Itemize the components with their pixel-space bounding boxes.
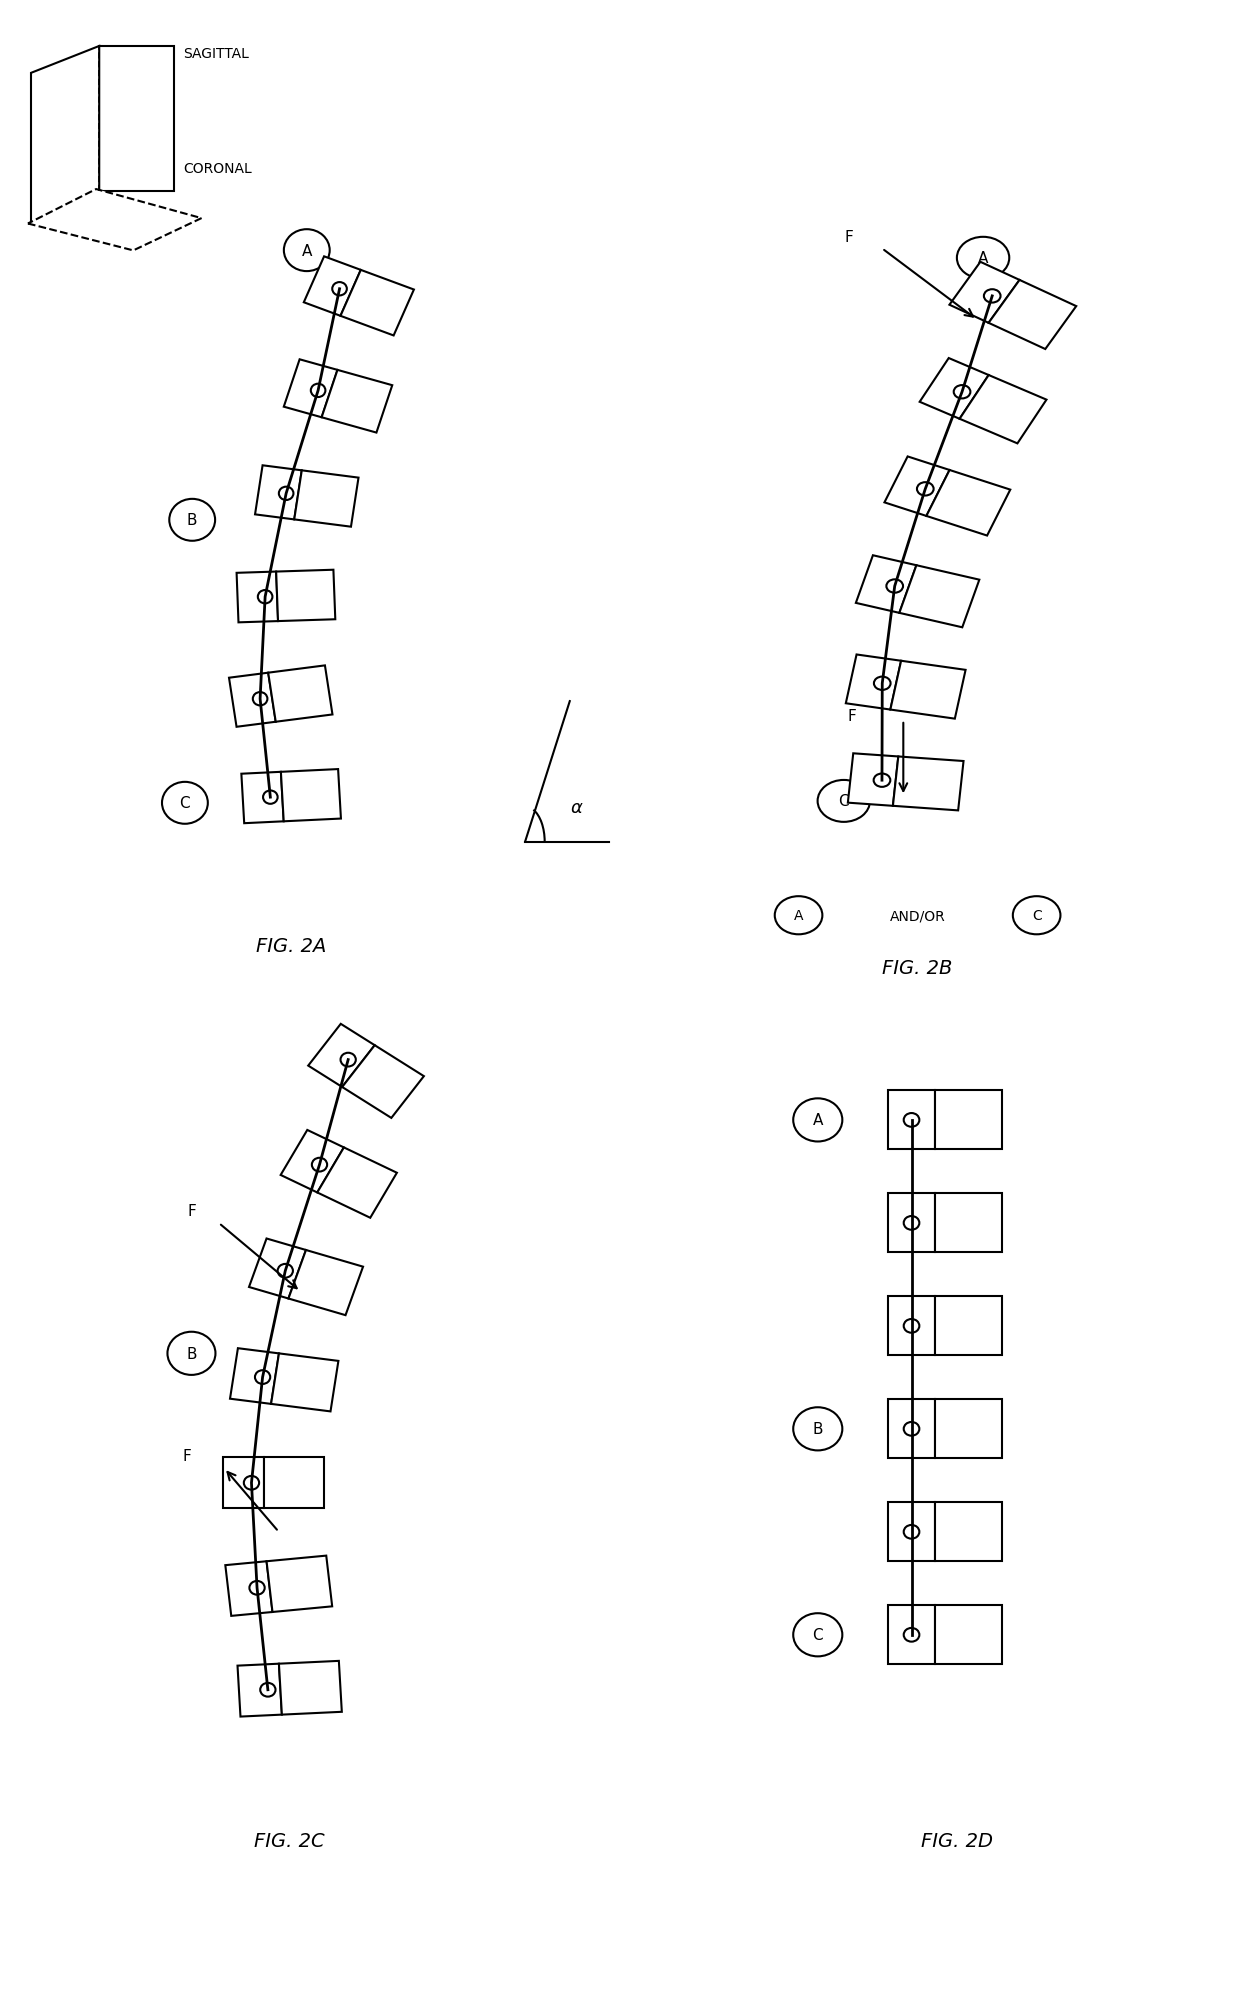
Text: FIG. 2A: FIG. 2A: [255, 936, 326, 956]
Text: CORONAL: CORONAL: [184, 162, 252, 176]
Text: F: F: [848, 708, 857, 724]
Text: FIG. 2B: FIG. 2B: [883, 958, 952, 978]
Polygon shape: [309, 1025, 374, 1087]
Bar: [888, 1606, 935, 1664]
Text: F: F: [187, 1203, 196, 1217]
Polygon shape: [920, 359, 988, 419]
Text: A: A: [978, 251, 988, 267]
Polygon shape: [342, 1047, 424, 1119]
Text: A: A: [812, 1113, 823, 1129]
Bar: [888, 1399, 935, 1458]
Polygon shape: [279, 1660, 342, 1714]
Text: C: C: [812, 1628, 823, 1642]
Polygon shape: [341, 271, 414, 337]
Polygon shape: [31, 46, 99, 225]
Polygon shape: [899, 565, 980, 628]
Bar: [935, 1297, 1002, 1355]
Bar: [935, 1502, 1002, 1562]
Bar: [935, 1193, 1002, 1253]
Bar: [935, 1091, 1002, 1149]
Polygon shape: [893, 758, 963, 810]
Text: F: F: [844, 231, 853, 245]
Bar: [935, 1606, 1002, 1664]
Polygon shape: [960, 375, 1047, 445]
Polygon shape: [29, 190, 202, 251]
Polygon shape: [289, 1251, 363, 1315]
Text: A: A: [794, 908, 804, 922]
Polygon shape: [229, 1349, 279, 1403]
Bar: [935, 1399, 1002, 1458]
Polygon shape: [856, 555, 916, 614]
Polygon shape: [950, 263, 1019, 323]
Bar: [888, 1091, 935, 1149]
Polygon shape: [846, 656, 901, 710]
Text: FIG. 2C: FIG. 2C: [254, 1831, 325, 1851]
Text: A: A: [301, 243, 312, 259]
Polygon shape: [280, 1131, 343, 1193]
Text: $\alpha$: $\alpha$: [569, 800, 583, 818]
Polygon shape: [249, 1239, 306, 1299]
Polygon shape: [238, 1664, 281, 1716]
Polygon shape: [321, 371, 392, 433]
Text: B: B: [812, 1422, 823, 1438]
Polygon shape: [222, 1458, 264, 1508]
Polygon shape: [281, 770, 341, 822]
Polygon shape: [890, 662, 966, 720]
Text: AND/OR: AND/OR: [890, 908, 945, 922]
Bar: [888, 1193, 935, 1253]
Text: F: F: [182, 1448, 191, 1464]
Bar: [888, 1502, 935, 1562]
Text: SAGITTAL: SAGITTAL: [184, 46, 249, 60]
Polygon shape: [988, 281, 1076, 349]
Polygon shape: [267, 1556, 332, 1612]
Text: FIG. 2D: FIG. 2D: [921, 1831, 993, 1851]
Polygon shape: [284, 361, 337, 419]
Text: B: B: [186, 1345, 197, 1361]
Polygon shape: [99, 46, 174, 192]
Text: C: C: [180, 796, 190, 810]
Polygon shape: [884, 457, 950, 517]
Polygon shape: [242, 772, 284, 824]
Bar: [888, 1297, 935, 1355]
Text: C: C: [1032, 908, 1042, 922]
Polygon shape: [264, 1458, 324, 1508]
Polygon shape: [304, 257, 361, 317]
Polygon shape: [317, 1147, 397, 1219]
Polygon shape: [926, 471, 1011, 535]
Polygon shape: [229, 674, 275, 728]
Polygon shape: [294, 471, 358, 527]
Polygon shape: [268, 666, 332, 722]
Polygon shape: [237, 571, 278, 624]
Text: C: C: [838, 794, 849, 808]
Text: B: B: [187, 513, 197, 527]
Polygon shape: [277, 571, 335, 622]
Polygon shape: [226, 1562, 273, 1616]
Polygon shape: [272, 1353, 339, 1412]
Polygon shape: [255, 465, 301, 519]
Polygon shape: [848, 754, 898, 806]
